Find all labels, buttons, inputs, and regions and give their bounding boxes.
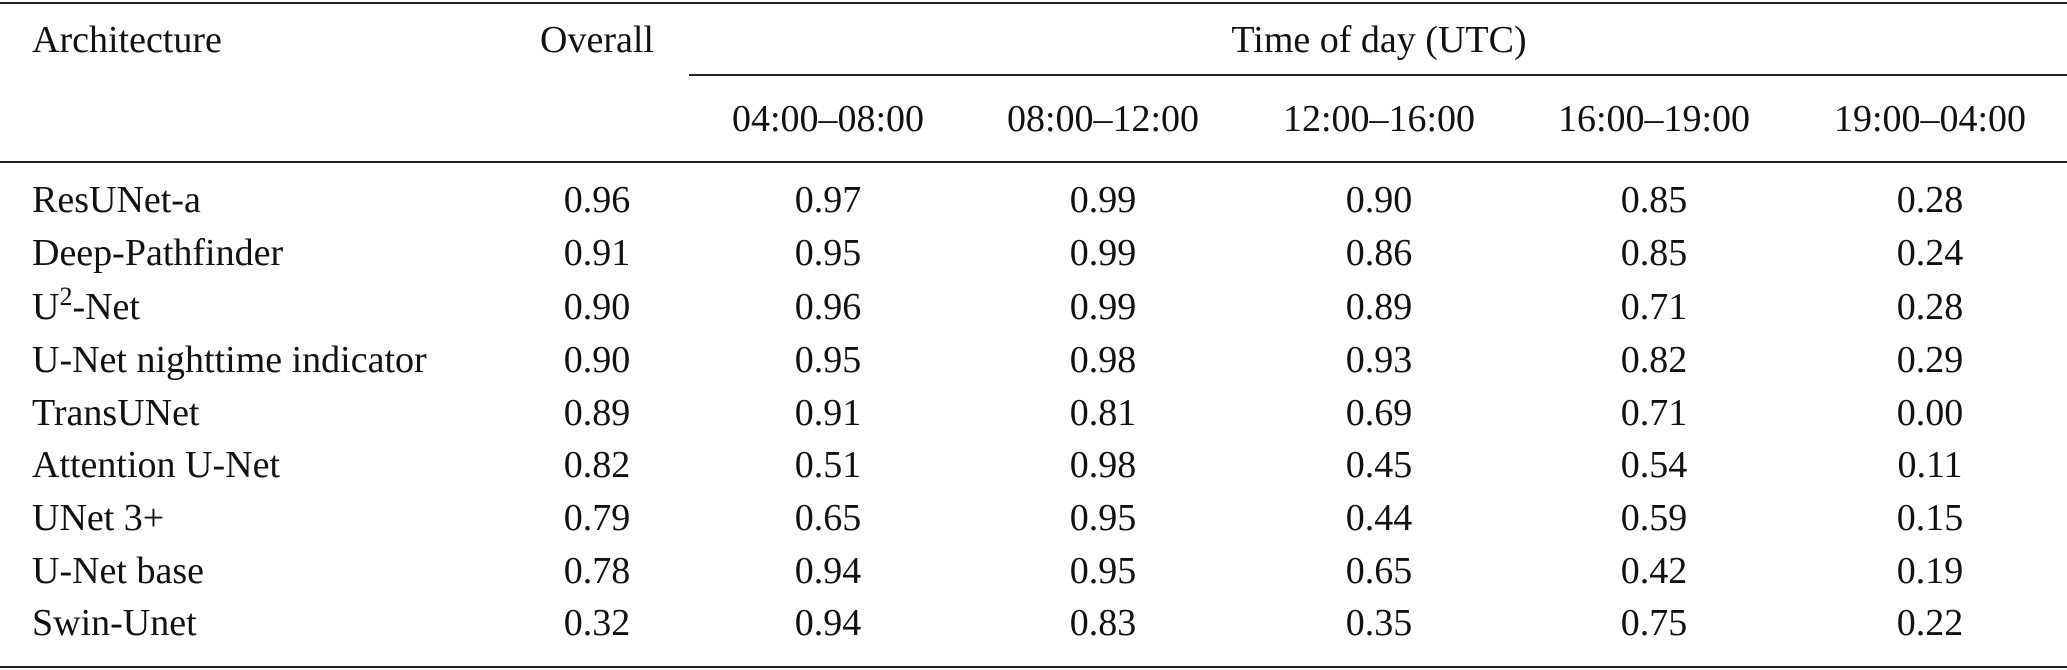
overall-score: 0.79	[563, 497, 631, 539]
architecture-name: U-Net nighttime indicator	[32, 339, 427, 381]
period-score: 0.75	[1620, 602, 1688, 644]
period-score: 0.95	[1069, 550, 1137, 592]
period-score: 0.65	[794, 497, 862, 539]
period-score: 0.35	[1345, 602, 1413, 644]
period-score: 0.82	[1620, 339, 1688, 381]
column-header: 04:00–08:00	[731, 98, 925, 140]
period-score: 0.90	[1345, 179, 1413, 221]
period-score: 0.65	[1345, 550, 1413, 592]
name-superscript: 2	[59, 282, 73, 311]
architecture-name: U-Net base	[32, 550, 204, 592]
architecture-name: TransUNet	[32, 392, 200, 434]
overall-score: 0.89	[563, 392, 631, 434]
period-score: 0.69	[1345, 392, 1413, 434]
period-score: 0.45	[1345, 444, 1413, 486]
period-score: 0.54	[1620, 444, 1688, 486]
name-base: U	[32, 286, 60, 328]
column-header: Overall	[540, 19, 654, 61]
period-score: 0.28	[1896, 179, 1964, 221]
period-score: 0.94	[794, 550, 862, 592]
period-score: 0.19	[1896, 550, 1964, 592]
period-score: 0.24	[1896, 232, 1964, 274]
period-score: 0.96	[794, 286, 862, 328]
period-score: 0.99	[1069, 232, 1137, 274]
architecture-name: Swin-Unet	[32, 602, 197, 644]
period-score: 0.97	[794, 179, 862, 221]
period-score: 0.98	[1069, 339, 1137, 381]
period-score: 0.71	[1620, 392, 1688, 434]
period-score: 0.51	[794, 444, 862, 486]
period-score: 0.85	[1620, 232, 1688, 274]
period-score: 0.91	[794, 392, 862, 434]
column-header: 19:00–04:00	[1833, 98, 2027, 140]
group-rule	[689, 74, 2067, 76]
column-header: 12:00–16:00	[1282, 98, 1476, 140]
period-score: 0.98	[1069, 444, 1137, 486]
period-score: 0.83	[1069, 602, 1137, 644]
period-score: 0.29	[1896, 339, 1964, 381]
period-score: 0.15	[1896, 497, 1964, 539]
period-score: 0.59	[1620, 497, 1688, 539]
period-score: 0.95	[794, 232, 862, 274]
period-score: 0.71	[1620, 286, 1688, 328]
period-score: 0.99	[1069, 179, 1137, 221]
bottom-rule	[0, 666, 2067, 668]
architecture-name: ResUNet-a	[32, 179, 201, 221]
overall-score: 0.96	[563, 179, 631, 221]
column-header: Architecture	[32, 19, 222, 61]
header-rule	[0, 161, 2067, 163]
period-score: 0.99	[1069, 286, 1137, 328]
period-score: 0.94	[794, 602, 862, 644]
period-score: 0.22	[1896, 602, 1964, 644]
overall-score: 0.82	[563, 444, 631, 486]
period-score: 0.42	[1620, 550, 1688, 592]
column-header: 08:00–12:00	[1006, 98, 1200, 140]
period-score: 0.44	[1345, 497, 1413, 539]
period-score: 0.86	[1345, 232, 1413, 274]
overall-score: 0.78	[563, 550, 631, 592]
period-score: 0.95	[794, 339, 862, 381]
architecture-name: U2-Net	[32, 284, 140, 328]
period-score: 0.95	[1069, 497, 1137, 539]
architecture-name: Deep-Pathfinder	[32, 232, 284, 274]
period-score: 0.81	[1069, 392, 1137, 434]
architecture-name: UNet 3+	[32, 497, 165, 539]
architecture-name: Attention U-Net	[32, 444, 281, 486]
period-score: 0.28	[1896, 286, 1964, 328]
period-score: 0.00	[1896, 392, 1964, 434]
overall-score: 0.91	[563, 232, 631, 274]
top-rule	[0, 2, 2067, 4]
overall-score: 0.90	[563, 286, 631, 328]
group-header: Time of day (UTC)	[1231, 19, 1527, 61]
period-score: 0.89	[1345, 286, 1413, 328]
period-score: 0.93	[1345, 339, 1413, 381]
period-score: 0.11	[1897, 444, 1963, 486]
overall-score: 0.90	[563, 339, 631, 381]
period-score: 0.85	[1620, 179, 1688, 221]
column-header: 16:00–19:00	[1557, 98, 1751, 140]
name-rest: -Net	[72, 286, 140, 328]
overall-score: 0.32	[563, 602, 631, 644]
